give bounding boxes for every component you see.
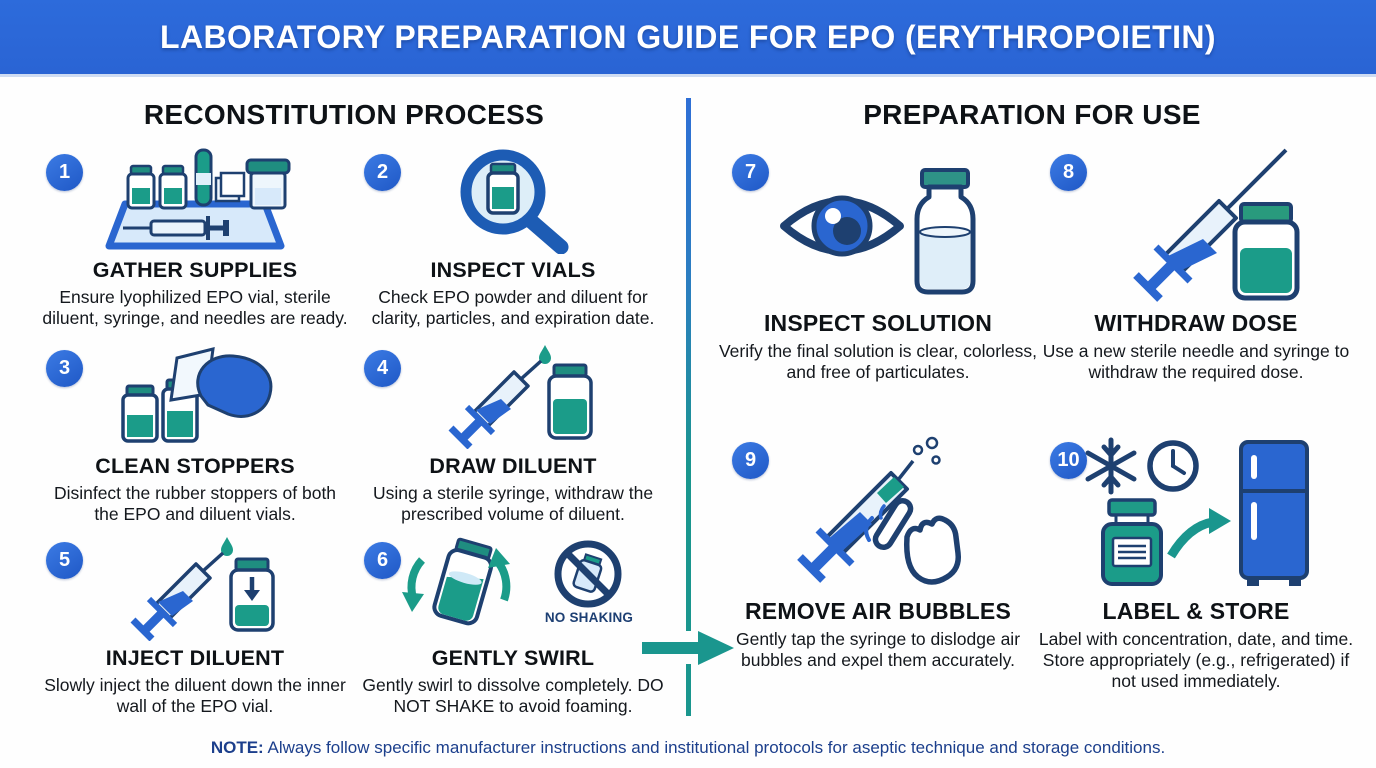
step-title: INJECT DILUENT: [105, 646, 285, 670]
title-banner: LABORATORY PREPARATION GUIDE FOR EPO (ER…: [0, 0, 1376, 77]
step-card-label-store: 10: [1028, 428, 1364, 692]
step-description: Check EPO powder and diluent for clarity…: [371, 287, 655, 328]
step-card-draw-diluent: 4 DRAW DILUENT Using a sterile syringe, …: [352, 336, 674, 525]
snowflake-icon: [1085, 437, 1137, 495]
tap-syringe-icon: [797, 436, 962, 585]
step-card-clean-stoppers: 3 CLEAN STOPPERS Disinfect the rubber st…: [34, 336, 356, 525]
column-divider-upper: [686, 98, 691, 631]
step-title: REMOVE AIR BUBBLES: [745, 598, 1011, 624]
step-description: Using a sterile syringe, withdraw the pr…: [372, 483, 654, 524]
magnifier-vial-icon: [460, 149, 569, 254]
inject-diluent-icon: [130, 537, 275, 641]
step-number-badge: 1: [46, 154, 83, 191]
step-title: GENTLY SWIRL: [431, 646, 595, 670]
supply-tray-icon: [105, 148, 291, 250]
no-shaking-label: NO SHAKING: [544, 610, 634, 625]
section-title-preparation: PREPARATION FOR USE: [863, 99, 1201, 130]
step-title: INSPECT VIALS: [430, 258, 596, 282]
step-title: CLEAN STOPPERS: [95, 454, 295, 478]
step-number-badge: 2: [364, 154, 401, 191]
wipe-stoppers-icon: [121, 347, 273, 443]
section-title-reconstitution: RECONSTITUTION PROCESS: [143, 99, 545, 130]
step-number-badge: 10: [1050, 442, 1087, 479]
step-card-inspect-solution: 7 INSPECT SOLUTION Verify the final solu…: [710, 140, 1046, 383]
step-card-inspect-vials: 2 INSPECT VIALS Check EPO powder and dil…: [352, 140, 674, 329]
step-description: Gently swirl to dissolve completely. DO …: [362, 675, 664, 716]
step-description: Ensure lyophilized EPO vial, sterile dil…: [42, 287, 348, 328]
step-card-gently-swirl: 6 NO SHAKING: [352, 528, 674, 717]
eye-vial-icon: [780, 168, 976, 295]
step-number-badge: 4: [364, 350, 401, 387]
step-title: INSPECT SOLUTION: [763, 310, 993, 336]
step-number-badge: 9: [732, 442, 769, 479]
step-title: LABEL & STORE: [1102, 598, 1290, 624]
step-description: Disinfect the rubber stoppers of both th…: [53, 483, 337, 524]
step-card-gather-supplies: 1: [34, 140, 356, 329]
step-description: Label with concentration, date, and time…: [1038, 629, 1354, 691]
step-description: Slowly inject the diluent down the inner…: [44, 675, 346, 716]
footer-note: NOTE: Always follow specific manufacture…: [0, 738, 1376, 758]
step-card-withdraw-dose: 8 WITHDRAW DOSE Use a new sterile needle…: [1028, 140, 1364, 383]
step-number-badge: 6: [364, 542, 401, 579]
step-description: Gently tap the syringe to dislodge air b…: [735, 629, 1021, 670]
withdraw-dose-icon: [1133, 148, 1300, 302]
step-number-badge: 8: [1050, 154, 1087, 191]
label-store-icon: [1085, 437, 1309, 586]
flow-arrow-icon: [642, 631, 734, 665]
step-number-badge: 7: [732, 154, 769, 191]
footer-note-text: Always follow specific manufacturer inst…: [263, 738, 1166, 757]
footer-note-label: NOTE:: [210, 738, 264, 757]
column-divider-lower: [686, 664, 691, 716]
step-description: Verify the final solution is clear, colo…: [718, 341, 1038, 382]
step-number-badge: 3: [46, 350, 83, 387]
step-card-remove-air-bubbles: 9 REMOVE AIR BUBBLES Gently tap the syri…: [710, 428, 1046, 671]
refrigerator-icon: [1239, 440, 1309, 580]
swirl-vial-icon: [402, 537, 622, 626]
step-number-badge: 5: [46, 542, 83, 579]
step-title: DRAW DILUENT: [429, 454, 597, 478]
step-title: WITHDRAW DOSE: [1094, 310, 1298, 336]
page-title: LABORATORY PREPARATION GUIDE FOR EPO (ER…: [160, 18, 1216, 55]
step-description: Use a new sterile needle and syringe to …: [1042, 341, 1350, 382]
step-title: GATHER SUPPLIES: [92, 258, 298, 282]
draw-diluent-icon: [448, 345, 593, 449]
step-card-inject-diluent: 5 INJECT DILUENT Slowly inject the dilue…: [34, 528, 356, 717]
